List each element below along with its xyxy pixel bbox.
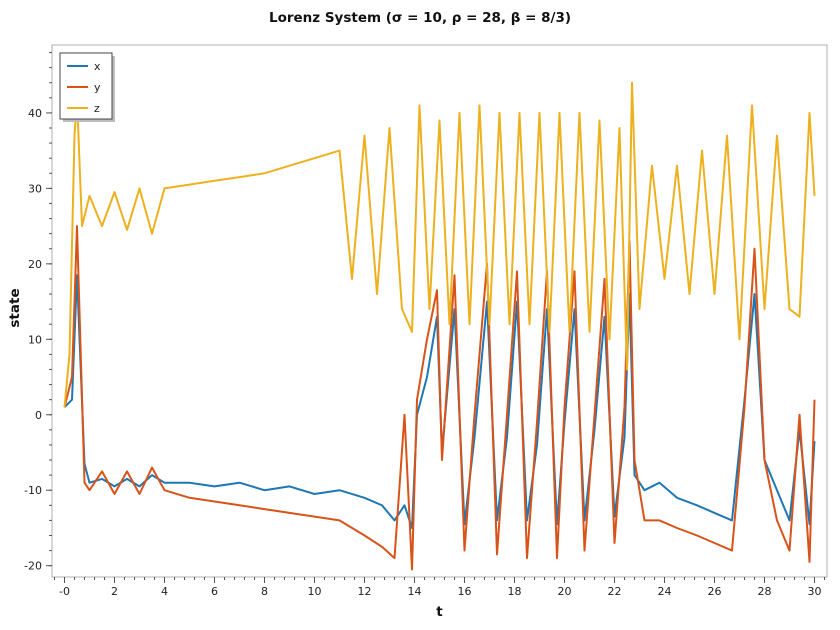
legend-label-x: x <box>94 60 101 73</box>
x-tick-label: 8 <box>261 585 268 598</box>
series-line-z <box>63 81 816 408</box>
x-tick-label: 20 <box>558 585 572 598</box>
x-tick-label: 14 <box>408 585 422 598</box>
x-tick-label: 4 <box>161 585 168 598</box>
x-tick-label: 10 <box>308 585 322 598</box>
y-tick-label: 30 <box>28 182 42 195</box>
x-tick-label: 6 <box>211 585 218 598</box>
y-tick-label: -20 <box>24 560 42 573</box>
x-tick-label: 28 <box>758 585 772 598</box>
axis-layer: -0 2 4 6 8 10 12 14 16 18 20 22 24 26 28 30-20-10010203… <box>24 52 825 598</box>
x-tick-label: 26 <box>708 585 722 598</box>
x-axis-label: t <box>436 604 443 620</box>
x-tick-label: 16 <box>458 585 472 598</box>
series-line-x <box>63 274 816 529</box>
plot-area-border <box>51 44 828 578</box>
chart-title: Lorenz System (σ = 10, ρ = 28, β = 8/3) <box>268 10 572 26</box>
series-line-y <box>63 225 816 571</box>
x-tick-label: 18 <box>508 585 522 598</box>
legend-label-z: z <box>94 102 100 115</box>
x-tick-label: 2 <box>111 585 118 598</box>
x-tick-label: -0 <box>59 585 70 598</box>
legend: x y z <box>59 52 115 122</box>
legend-label-y: y <box>94 81 101 94</box>
y-tick-label: 20 <box>28 258 42 271</box>
y-tick-label: 40 <box>28 107 42 120</box>
series-layer <box>63 81 816 571</box>
x-tick-label: 12 <box>358 585 372 598</box>
y-tick-label: 0 <box>35 409 42 422</box>
x-tick-label: 22 <box>608 585 622 598</box>
y-tick-label: -10 <box>24 484 42 497</box>
x-tick-label: 24 <box>658 585 672 598</box>
y-tick-label: 10 <box>28 333 42 346</box>
x-tick-label: 30 <box>808 585 822 598</box>
